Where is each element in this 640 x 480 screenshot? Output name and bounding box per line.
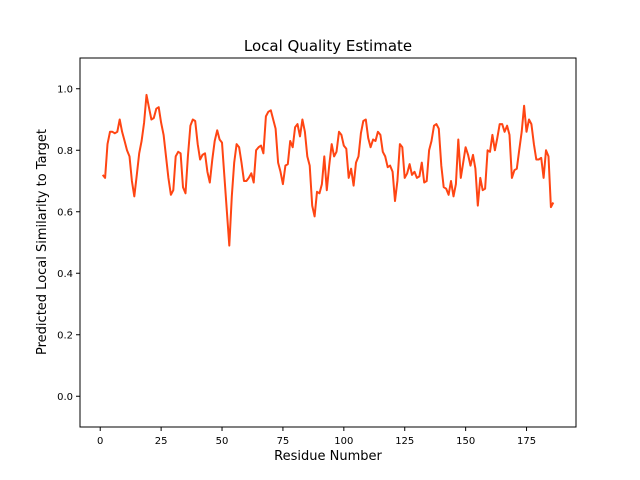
- x-tick-label: 125: [395, 436, 414, 447]
- x-axis-label: Residue Number: [274, 449, 382, 464]
- x-tick-label: 0: [97, 436, 103, 447]
- y-tick-label: 0.4: [57, 269, 73, 280]
- x-tick-label: 175: [517, 436, 536, 447]
- x-axis: 0 25 50 75 100 125 150 175: [97, 427, 536, 447]
- y-axis-label: Predicted Local Similarity to Target: [35, 129, 50, 355]
- x-tick-label: 150: [456, 436, 475, 447]
- series-line: [101, 93, 555, 247]
- x-tick-label: 50: [216, 436, 229, 447]
- x-tick-label: 75: [277, 436, 290, 447]
- x-tick-label: 100: [334, 436, 353, 447]
- y-tick-label: 0.8: [57, 146, 73, 157]
- x-tick-label: 25: [155, 436, 168, 447]
- y-axis: 0.0 0.2 0.4 0.6 0.8 1.0: [57, 84, 80, 403]
- y-tick-label: 0.2: [57, 330, 73, 341]
- chart-title: Local Quality Estimate: [244, 37, 412, 55]
- y-tick-label: 0.0: [57, 392, 73, 403]
- series-group: [101, 93, 555, 247]
- y-tick-label: 0.6: [57, 207, 73, 218]
- y-tick-label: 1.0: [57, 84, 73, 95]
- axes-frame: [79, 57, 577, 428]
